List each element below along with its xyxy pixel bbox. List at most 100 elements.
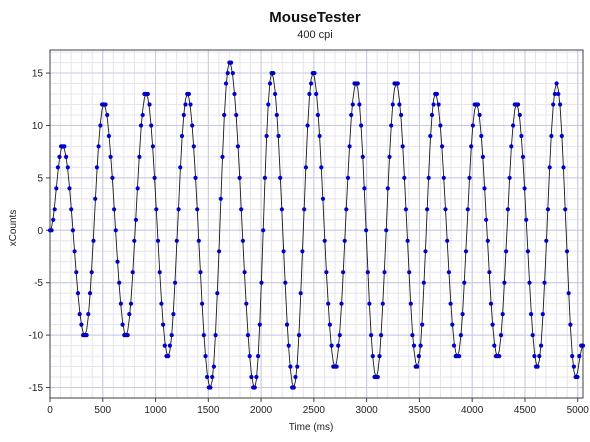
data-point — [359, 123, 364, 128]
data-point — [67, 186, 72, 191]
data-point — [120, 322, 125, 327]
x-tick-label: 2000 — [250, 405, 273, 416]
data-point — [51, 217, 56, 222]
data-point — [568, 322, 573, 327]
data-point — [201, 333, 206, 338]
data-point — [429, 112, 435, 118]
data-point — [169, 333, 174, 338]
data-point — [173, 280, 178, 285]
data-point — [118, 301, 123, 306]
data-point — [112, 207, 117, 212]
data-point — [451, 343, 457, 348]
data-point — [196, 238, 201, 243]
data-point — [547, 165, 552, 170]
data-point — [326, 301, 331, 306]
data-point — [93, 196, 98, 201]
data-point — [327, 322, 332, 327]
data-point — [200, 301, 205, 306]
data-point — [369, 333, 374, 338]
data-point — [211, 364, 216, 369]
data-point — [502, 280, 507, 285]
data-point — [564, 249, 570, 254]
data-point — [434, 91, 439, 97]
data-point — [179, 133, 185, 139]
data-point — [115, 259, 120, 264]
data-point — [362, 186, 367, 191]
data-point — [339, 301, 344, 306]
data-point — [554, 81, 559, 86]
data-point — [77, 312, 82, 317]
data-point — [370, 354, 375, 359]
data-point — [580, 343, 586, 348]
data-point — [154, 207, 159, 212]
data-point — [166, 354, 171, 359]
data-point — [295, 364, 300, 369]
data-point — [319, 165, 324, 170]
data-point — [237, 175, 242, 180]
data-point — [450, 322, 455, 327]
data-point — [218, 196, 223, 201]
data-point — [377, 354, 382, 359]
data-point — [431, 102, 436, 107]
data-point — [307, 91, 312, 97]
data-point — [577, 354, 582, 359]
data-point — [320, 196, 326, 201]
data-point — [315, 112, 320, 118]
y-tick-label: 0 — [37, 226, 43, 237]
data-point — [174, 238, 179, 243]
data-point — [507, 175, 512, 180]
data-point — [133, 217, 139, 222]
data-point — [382, 270, 387, 275]
data-point — [167, 343, 172, 348]
data-point — [407, 270, 412, 275]
data-point — [415, 364, 420, 369]
data-point — [558, 102, 563, 107]
data-point — [350, 102, 355, 107]
data-point — [312, 71, 317, 76]
data-point — [252, 385, 257, 390]
data-point — [293, 374, 298, 380]
data-point — [490, 322, 495, 327]
data-point — [479, 133, 484, 139]
x-tick-label: 3500 — [408, 405, 431, 416]
data-point — [487, 270, 492, 275]
data-point — [446, 270, 451, 275]
data-point — [463, 249, 469, 254]
data-point — [559, 133, 564, 139]
data-point — [108, 154, 113, 159]
data-point — [570, 354, 575, 359]
data-point — [443, 207, 448, 212]
x-tick-label: 1500 — [197, 405, 220, 416]
data-point — [105, 112, 110, 118]
data-point — [305, 123, 310, 128]
data-point — [492, 343, 497, 348]
data-point — [402, 175, 407, 180]
data-point — [127, 312, 132, 317]
data-point — [49, 228, 54, 233]
data-points-layer — [47, 60, 586, 390]
data-point — [365, 270, 370, 275]
data-point — [390, 102, 395, 107]
data-point — [467, 175, 472, 180]
data-point — [140, 112, 145, 118]
data-point — [342, 238, 347, 243]
data-point — [525, 249, 531, 254]
data-point — [113, 228, 118, 233]
data-point — [530, 333, 535, 338]
data-point — [510, 123, 516, 128]
data-point — [64, 154, 69, 159]
data-point — [540, 312, 545, 317]
fit-line-layer — [49, 61, 584, 389]
data-point — [54, 186, 59, 191]
data-point — [75, 291, 81, 296]
data-point — [267, 81, 273, 86]
x-tick-label: 4000 — [461, 405, 484, 416]
data-point — [367, 301, 372, 306]
data-point — [135, 186, 140, 191]
data-point — [70, 228, 75, 233]
data-point — [273, 91, 278, 97]
data-point — [509, 144, 514, 149]
data-point — [379, 333, 384, 338]
